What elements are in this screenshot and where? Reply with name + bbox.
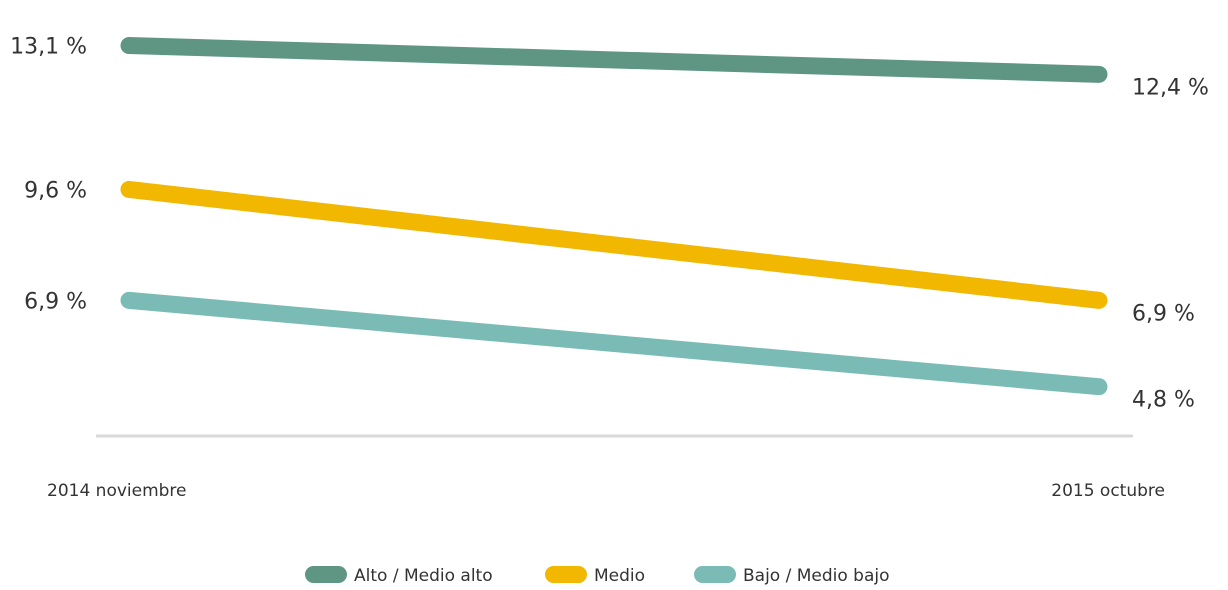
x-tick-label-start: 2014 noviembre bbox=[47, 481, 187, 501]
legend-item-1: Medio bbox=[545, 566, 645, 586]
series-line-0 bbox=[120, 37, 1108, 83]
x-tick-label-end: 2015 octubre bbox=[1051, 481, 1165, 501]
data-label-end-2: 4,8 % bbox=[1132, 388, 1195, 413]
legend-item-2: Bajo / Medio bajo bbox=[694, 566, 890, 586]
series-2: 6,9 % 4,8 % bbox=[24, 289, 1195, 412]
legend-swatch-0 bbox=[305, 566, 347, 583]
legend-label-2: Bajo / Medio bajo bbox=[743, 566, 890, 586]
data-label-end-0: 12,4 % bbox=[1132, 75, 1209, 100]
series-0: 13,1 % 12,4 % bbox=[10, 35, 1209, 101]
legend-label-1: Medio bbox=[594, 566, 645, 586]
data-label-start-2: 6,9 % bbox=[24, 289, 87, 314]
legend-swatch-2 bbox=[694, 566, 736, 583]
legend: Alto / Medio alto Medio Bajo / Medio bajo bbox=[305, 566, 890, 586]
legend-item-0: Alto / Medio alto bbox=[305, 566, 493, 586]
x-tick-layer: 2014 noviembre 2015 octubre bbox=[47, 481, 1165, 501]
legend-swatch-1 bbox=[545, 566, 587, 583]
series-line-2 bbox=[120, 291, 1108, 396]
series-1: 9,6 % 6,9 % bbox=[24, 178, 1195, 326]
series-layer: 13,1 % 12,4 % 9,6 % 6,9 % 6,9 % 4,8 % bbox=[10, 35, 1209, 413]
legend-label-0: Alto / Medio alto bbox=[354, 566, 493, 586]
data-label-end-1: 6,9 % bbox=[1132, 301, 1195, 326]
series-line-1 bbox=[120, 180, 1108, 309]
data-label-start-1: 9,6 % bbox=[24, 178, 87, 203]
data-label-start-0: 13,1 % bbox=[10, 35, 87, 60]
